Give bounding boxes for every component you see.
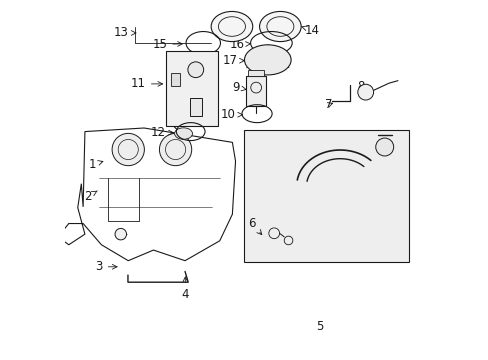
Text: 10: 10 (221, 108, 242, 121)
Text: 1: 1 (88, 158, 102, 171)
Text: 11: 11 (131, 77, 163, 90)
Text: 15: 15 (152, 38, 182, 51)
Bar (171, 73, 180, 86)
Circle shape (357, 84, 373, 100)
Text: 3: 3 (95, 260, 117, 273)
Text: 7: 7 (324, 98, 332, 111)
Ellipse shape (244, 45, 290, 75)
Circle shape (112, 134, 144, 166)
Bar (246, 76, 265, 107)
Text: 6: 6 (247, 216, 261, 235)
Text: 9: 9 (232, 81, 245, 94)
Text: 12: 12 (150, 126, 173, 139)
Text: 13: 13 (114, 27, 136, 40)
Text: 8: 8 (357, 80, 367, 93)
Ellipse shape (211, 12, 252, 41)
Circle shape (115, 228, 126, 240)
Text: 17: 17 (222, 54, 244, 67)
Circle shape (159, 134, 191, 166)
Text: 5: 5 (315, 320, 323, 333)
Text: 14: 14 (301, 24, 319, 37)
Circle shape (187, 62, 203, 78)
Ellipse shape (174, 128, 192, 139)
Bar (244, 130, 408, 262)
PathPatch shape (58, 128, 235, 261)
Bar (165, 51, 217, 126)
Bar (247, 69, 264, 76)
Bar (190, 98, 201, 116)
Ellipse shape (259, 12, 301, 41)
Circle shape (375, 138, 393, 156)
Text: 2: 2 (84, 190, 97, 203)
Text: 16: 16 (229, 38, 250, 51)
Text: 4: 4 (181, 277, 189, 301)
